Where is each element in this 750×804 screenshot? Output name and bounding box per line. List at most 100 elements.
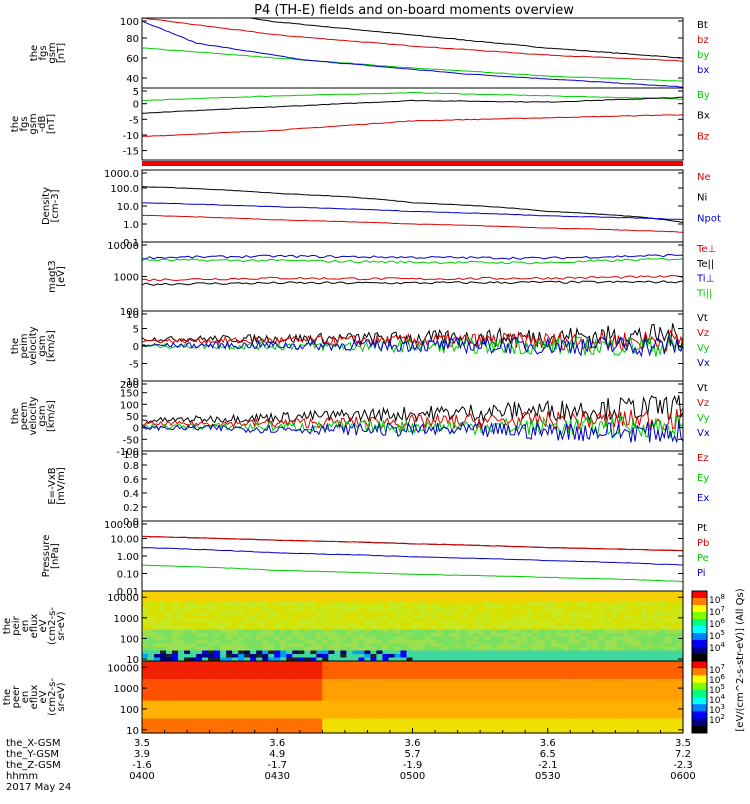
colorbar-swatch: [692, 675, 707, 684]
spectrogram-cells: [142, 661, 684, 734]
y-tick-label: 1000: [114, 273, 139, 284]
x-row-value: 3.9: [134, 749, 150, 760]
series-line-Npot: [142, 202, 684, 220]
series-line-Pb: [141, 535, 684, 552]
y-tick-label: 1.0: [123, 450, 139, 461]
y-axis-label: gsm: [28, 113, 39, 134]
series-line-Te⊥: [141, 274, 684, 282]
colorbar-tick-label: 105: [709, 629, 725, 642]
y-axis-label: Pressure: [41, 535, 52, 578]
colorbar-swatch: [692, 711, 707, 720]
y-axis-label: magt3: [47, 260, 58, 293]
colorbar-swatch: [692, 591, 707, 599]
x-row-value: 0600: [670, 771, 695, 782]
y-tick-label: 0.8: [123, 461, 139, 472]
y-axis-label: gsm: [37, 405, 48, 426]
y-axis-label: [nT]: [56, 43, 67, 63]
y-axis-label: [km/s]: [46, 330, 57, 362]
series-line-Pe: [141, 564, 684, 583]
y-tick-label: 0.10: [117, 570, 139, 581]
colorbar-tick-label: 108: [709, 593, 725, 606]
y-tick-label: 100.0: [110, 184, 139, 195]
x-axis-ephemeris: the_X-GSM 3.5 3.6 3.6 3.6 3.5 the_Y-GSM 3.9 4.9 5…: [6, 728, 696, 793]
panel-frame: [141, 450, 684, 522]
series-line-Vx: [141, 420, 684, 443]
legend-Ne: Ne: [697, 172, 711, 183]
legend-Npot: Npot: [697, 213, 721, 224]
y-axis-label: -dB: [37, 115, 48, 132]
colorbar-swatch: [692, 619, 707, 627]
y-axis-label: fgs: [19, 116, 30, 131]
series-line-bz: [141, 17, 684, 62]
series-line-Bz: [141, 114, 684, 137]
y-axis-label: peir: [11, 615, 22, 635]
colorbar-tick-label: 102: [709, 713, 725, 726]
y-axis-label: the: [2, 618, 13, 634]
x-row-value: 0530: [535, 771, 560, 782]
y-tick-label: -50: [123, 435, 139, 446]
y-tick-label: 200: [120, 380, 139, 391]
series-line-Vz: [141, 329, 684, 353]
panel-5: Vt Vz Vy Vx 10 5 0 -5 -10 thepeimvelocitygsm[km/s…: [10, 310, 710, 388]
y-tick-label: 150: [120, 389, 139, 400]
y-axis-label: gsm: [37, 335, 48, 356]
y-tick-label: 50: [126, 412, 139, 423]
y-tick-label: 10000: [107, 241, 139, 252]
colorbar-tick-label: 104: [709, 641, 725, 654]
y-tick-label: -15: [123, 147, 139, 158]
y-tick-label: 10.0: [117, 202, 139, 213]
colorbar-swatch: [692, 661, 707, 669]
legend-Pi: Pi: [697, 568, 706, 579]
y-tick-label: 0.6: [123, 475, 139, 486]
y-axis-label: Density: [41, 187, 52, 225]
colorbar-swatch: [692, 654, 707, 662]
legend-Vy: Vy: [697, 343, 710, 354]
colorbar-tick-label: 103: [709, 703, 725, 716]
y-tick-label: 10.00: [110, 535, 139, 546]
legend-bx: bx: [697, 65, 709, 76]
y-tick-label: 0.4: [123, 489, 139, 500]
x-row-value: -1.6: [132, 760, 152, 771]
y-axis-label: [nPa]: [50, 543, 61, 569]
series-line-Bx: [141, 96, 684, 114]
y-tick-label: -5: [129, 360, 139, 371]
legend-Vx: Vx: [697, 428, 710, 439]
y-axis-label: peer: [11, 685, 22, 709]
legend-Ey: Ey: [697, 473, 709, 484]
y-tick-label: 10: [126, 655, 139, 666]
legend-Ti||: Ti||: [696, 288, 712, 299]
x-row-label: hhmm: [6, 771, 38, 782]
colorbar-tick-label: 107: [709, 605, 725, 618]
series-line-By: [142, 91, 683, 101]
x-row-value: 3.5: [675, 738, 691, 749]
legend-Ex: Ex: [697, 493, 709, 504]
legend-Bt: Bt: [697, 20, 708, 31]
y-tick-label: -10: [123, 131, 139, 142]
y-axis-label: [mV/m]: [56, 467, 67, 505]
y-axis-label: the: [10, 116, 21, 132]
y-tick-label: 100.00: [104, 520, 139, 531]
colorbar-swatch: [692, 598, 707, 606]
x-row-value: -1.9: [403, 760, 423, 771]
series-line-Vy: [141, 334, 684, 357]
y-tick-label: 1.0: [123, 220, 139, 231]
y-tick-label: 40: [126, 74, 139, 85]
panel-frame: [141, 520, 684, 592]
y-tick-label: 5: [133, 325, 139, 336]
x-row-label: the_Z-GSM: [6, 760, 61, 771]
legend-By: By: [697, 90, 710, 101]
y-axis-label: en: [20, 691, 31, 704]
y-axis-label: velocity: [28, 396, 39, 435]
y-axis-label: sr-eV): [56, 682, 67, 711]
y-tick-label: 0.2: [123, 503, 139, 514]
plot-panels: Btbzbybx100806040thefgsgsm[nT]ByBxBz50-5…: [2, 17, 746, 737]
y-tick-label: 1.00: [117, 552, 139, 563]
legend-Bx: Bx: [697, 111, 710, 122]
colorbar-swatch: [692, 704, 707, 712]
colorbar-swatch: [692, 605, 707, 613]
series-line-bx: [141, 20, 684, 88]
